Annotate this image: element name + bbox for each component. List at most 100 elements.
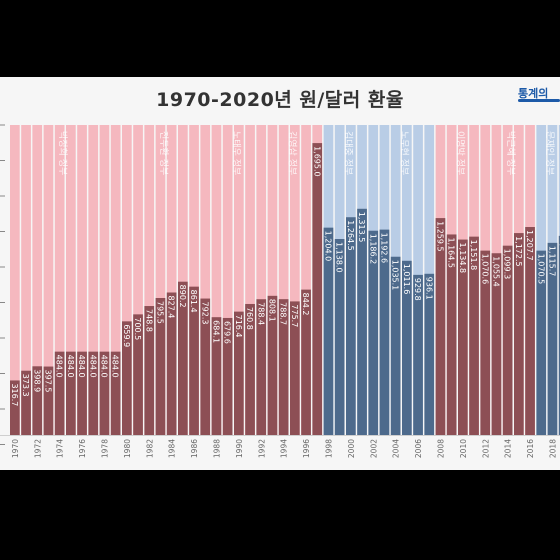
- bar: [122, 321, 132, 435]
- bar-value-label: 1,070.6: [480, 254, 489, 285]
- era-background-column: [99, 125, 110, 435]
- bar: [200, 298, 211, 435]
- bar-value-label: 748.8: [144, 309, 153, 332]
- bar: [469, 236, 479, 435]
- era-label: 김영삼 정부: [287, 131, 299, 175]
- x-tick-label: 1988: [212, 439, 221, 458]
- bar-value-label: 929.8: [413, 278, 422, 301]
- x-tick-label: 2010: [459, 439, 468, 458]
- bar: [346, 217, 356, 435]
- bar-value-label: 397.5: [43, 370, 52, 393]
- era-background-column: [200, 125, 211, 435]
- x-tick-label: 1976: [78, 439, 87, 458]
- era-background-column: [32, 125, 43, 435]
- bar-value-label: 890.2: [178, 285, 187, 308]
- bar-value-label: 861.4: [189, 290, 198, 313]
- chart-figure: 박정희 정부 전두환 정부 노태우 정부 김영삼 정부 김대중 정부 노무현 정부 이명박 …: [0, 77, 560, 470]
- bar-value-label: 700.5: [133, 317, 142, 340]
- bar: [547, 242, 558, 435]
- bar: [77, 351, 87, 435]
- bar-value-label: 1,207.7: [525, 230, 534, 261]
- bar: [368, 230, 379, 435]
- bar: [458, 239, 468, 435]
- x-tick-label: 2000: [347, 439, 356, 458]
- bar-value-label: 1,115.7: [547, 246, 556, 277]
- bar: [278, 299, 289, 435]
- era-background-column: [234, 125, 244, 435]
- era-background-column: [267, 125, 278, 435]
- brand-logo-text: 통계의: [518, 87, 549, 100]
- bar-value-label: 1,259.5: [435, 221, 444, 252]
- bar-value-label: 808.1: [267, 299, 276, 322]
- bar: [413, 274, 423, 435]
- era-background-column: [10, 125, 20, 435]
- bar-value-label: 316.7: [10, 383, 19, 406]
- era-background-column: [178, 125, 188, 435]
- era-background-column: [278, 125, 289, 435]
- bar: [256, 299, 267, 435]
- plot-area: 박정희 정부 전두환 정부 노태우 정부 김영삼 정부 김대중 정부 노무현 정부 이명박 …: [0, 124, 560, 458]
- era-label: 전두환 정부: [158, 131, 170, 175]
- era-background-column: [211, 125, 222, 435]
- x-tick-label: 1970: [11, 439, 20, 458]
- bar-value-label: 1,313.5: [357, 212, 366, 243]
- bar: [558, 235, 560, 435]
- era-background-column: [122, 125, 132, 435]
- bar: [10, 380, 20, 435]
- era-label: 박근혜 정부: [505, 131, 517, 175]
- bar-value-label: 1,186.2: [368, 234, 377, 265]
- x-tick-label: 1972: [33, 439, 42, 458]
- bar-value-label: 398.9: [32, 369, 41, 392]
- era-background-column: [88, 125, 99, 435]
- bar-value-label: 760.8: [245, 307, 254, 330]
- bar: [21, 370, 31, 435]
- era-label: 이명박 정부: [455, 131, 466, 175]
- bar-value-label: 679.6: [223, 321, 232, 344]
- era-background-column: [133, 125, 143, 435]
- bar: [334, 239, 345, 435]
- era-background-column: [66, 125, 76, 435]
- x-tick-label: 2018: [548, 439, 557, 458]
- x-tick-label: 1978: [100, 439, 109, 458]
- era-label: 노태우 정부: [231, 131, 242, 175]
- bar-value-label: 936.1: [424, 277, 433, 300]
- x-tick-label: 1990: [235, 439, 244, 458]
- bar-value-label: 795.5: [155, 301, 164, 324]
- bar: [222, 317, 233, 435]
- brand-logo: 통계의: [514, 85, 560, 105]
- bar: [446, 234, 457, 435]
- bar: [267, 295, 278, 435]
- bar: [525, 227, 535, 435]
- bar-value-label: 1,192.6: [379, 233, 388, 264]
- bar: [379, 229, 390, 435]
- bar-value-label: 484.0: [99, 355, 108, 378]
- bar: [189, 286, 199, 435]
- x-tick-label: 1986: [190, 439, 199, 458]
- bar-value-label: 1,035.1: [391, 260, 400, 291]
- era-background-column: [189, 125, 199, 435]
- bar-value-label: 1,204.0: [323, 231, 332, 262]
- bar: [88, 351, 99, 435]
- era-background-column: [256, 125, 267, 435]
- bar: [290, 301, 300, 435]
- era-background-column: [166, 125, 177, 435]
- era-background-column: [245, 125, 255, 435]
- x-tick-label: 1984: [168, 439, 177, 458]
- bar-value-label: 788.7: [279, 302, 288, 325]
- x-tick-label: 1974: [56, 439, 65, 458]
- bar-value-label: 484.0: [55, 355, 64, 378]
- bar-value-label: 659.9: [122, 324, 131, 347]
- bar: [245, 303, 255, 435]
- era-background-column: [77, 125, 87, 435]
- era-background-column: [144, 125, 155, 435]
- x-tick-label: 2016: [526, 439, 535, 458]
- bar: [312, 143, 323, 435]
- bar: [435, 218, 446, 435]
- era-background-column: [222, 125, 233, 435]
- bar-value-label: 792.3: [200, 302, 209, 325]
- bar-value-label: 788.4: [256, 302, 265, 325]
- bar: [491, 253, 502, 435]
- bar-value-label: 1,264.5: [346, 220, 355, 251]
- x-tick-label: 1982: [145, 439, 154, 458]
- era-label: 문재인 정부: [544, 131, 555, 175]
